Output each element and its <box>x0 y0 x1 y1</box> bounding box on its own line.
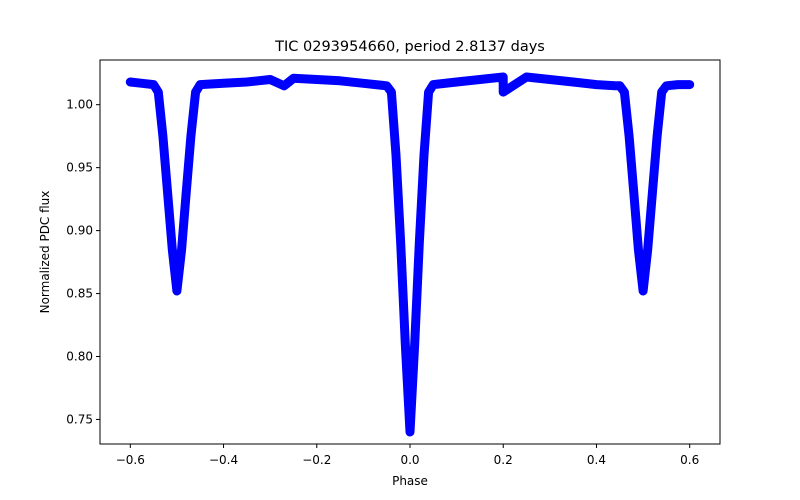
data-point <box>289 74 298 83</box>
data-point <box>475 75 484 84</box>
data-point <box>674 80 682 89</box>
series-0-band <box>125 72 695 437</box>
y-tick-label: 0.90 <box>66 224 93 238</box>
data-point <box>149 80 158 89</box>
data-point <box>401 339 410 348</box>
data-point <box>392 151 400 160</box>
data-point <box>126 78 135 86</box>
data-point <box>138 79 146 88</box>
data-point <box>648 188 657 197</box>
data-point <box>424 88 433 97</box>
data-point <box>415 239 424 248</box>
x-axis-ticks: −0.6 −0.4 −0.2 0.0 0.2 0.4 0.6 <box>116 444 699 467</box>
data-point <box>396 239 405 248</box>
y-tick-label: 1.00 <box>66 98 93 112</box>
x-tick-label: −0.4 <box>209 453 238 467</box>
data-point <box>429 80 438 89</box>
data-point <box>182 188 191 197</box>
data-point <box>163 188 172 197</box>
y-axis-label: Normalized PDC flux <box>38 191 52 314</box>
data-point <box>620 88 629 97</box>
data-point <box>499 88 508 97</box>
y-tick-label: 0.85 <box>66 287 93 301</box>
x-tick-label: 0.0 <box>400 453 419 467</box>
data-point <box>336 76 345 85</box>
data-point <box>629 188 638 197</box>
x-axis-label: Phase <box>392 474 428 488</box>
data-point <box>639 287 648 295</box>
data-point <box>312 75 321 84</box>
x-tick-label: −0.2 <box>302 453 331 467</box>
data-point <box>359 79 368 88</box>
data-point <box>522 73 531 81</box>
data-point <box>499 73 508 81</box>
x-tick-label: 0.4 <box>587 453 606 467</box>
data-point <box>545 75 554 84</box>
x-tick-label: −0.6 <box>116 453 145 467</box>
y-axis-ticks: 0.75 0.80 0.85 0.90 0.95 1.00 <box>66 98 100 426</box>
axes-frame <box>99 59 721 445</box>
data-point <box>387 88 396 97</box>
data-point <box>186 132 195 141</box>
x-tick-label: 0.6 <box>680 453 699 467</box>
data-point <box>410 339 419 348</box>
plot-area <box>125 72 695 437</box>
data-point <box>382 81 391 90</box>
y-tick-label: 0.80 <box>66 349 93 363</box>
data-point <box>625 132 634 141</box>
data-point <box>662 81 671 90</box>
data-point <box>191 88 200 97</box>
data-point <box>569 78 578 86</box>
data-point <box>657 88 666 97</box>
data-point <box>172 287 181 295</box>
x-tick-label: 0.2 <box>494 453 513 467</box>
data-point <box>685 80 694 89</box>
data-point <box>452 78 461 86</box>
data-point <box>196 80 205 89</box>
chart-title: TIC 0293954660, period 2.8137 days <box>274 39 545 55</box>
data-point <box>219 79 228 88</box>
y-tick-label: 0.75 <box>66 412 93 426</box>
data-point <box>154 88 163 97</box>
data-point <box>280 81 289 90</box>
data-point <box>592 80 601 89</box>
data-point <box>266 75 275 84</box>
data-point <box>634 245 643 254</box>
y-tick-label: 0.95 <box>66 161 93 175</box>
data-point <box>406 428 414 436</box>
data-point <box>420 151 428 160</box>
data-point <box>643 245 652 254</box>
data-point <box>177 245 186 254</box>
data-point <box>158 132 167 141</box>
data-point <box>615 81 624 90</box>
data-point <box>653 132 662 141</box>
data-point <box>242 78 251 86</box>
data-point <box>168 245 177 254</box>
